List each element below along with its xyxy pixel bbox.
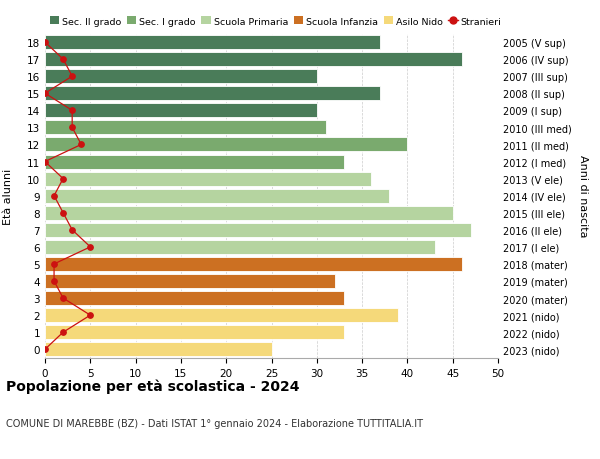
Point (67, 73, 77, 81)
Point (58, 329, 68, 336)
Point (40, 39, 50, 47)
Point (76, 141, 86, 149)
Bar (45, 342, 271, 357)
Bar (45, 155, 344, 169)
Bar (45, 87, 380, 101)
Bar (45, 36, 380, 50)
Point (49, 261, 59, 268)
Point (67, 227, 77, 234)
Bar (45, 223, 471, 237)
Bar (45, 53, 462, 67)
Bar (45, 291, 344, 305)
Point (58, 295, 68, 302)
Point (86, 244, 95, 251)
Bar (45, 138, 407, 152)
Bar (45, 70, 317, 84)
Point (86, 312, 95, 319)
Bar (45, 308, 398, 322)
Bar (45, 206, 453, 220)
Point (58, 175, 68, 183)
Point (49, 278, 59, 285)
Text: Popolazione per età scolastica - 2024: Popolazione per età scolastica - 2024 (6, 379, 299, 393)
Bar (45, 274, 335, 288)
Bar (45, 257, 462, 271)
Legend: Sec. II grado, Sec. I grado, Scuola Primaria, Scuola Infanzia, Asilo Nido, Stran: Sec. II grado, Sec. I grado, Scuola Prim… (50, 17, 502, 27)
Point (40, 346, 50, 353)
Bar (45, 172, 371, 186)
Bar (45, 121, 326, 135)
Text: COMUNE DI MAREBBE (BZ) - Dati ISTAT 1° gennaio 2024 - Elaborazione TUTTITALIA.IT: COMUNE DI MAREBBE (BZ) - Dati ISTAT 1° g… (6, 418, 423, 428)
Y-axis label: Anni di nascita: Anni di nascita (578, 155, 588, 237)
Point (67, 107, 77, 115)
Point (40, 90, 50, 98)
Bar (45, 104, 317, 118)
Bar (45, 325, 344, 340)
Point (58, 210, 68, 217)
Point (40, 158, 50, 166)
Y-axis label: Età alunni: Età alunni (3, 168, 13, 224)
Point (58, 56, 68, 64)
Bar (45, 241, 434, 254)
Point (49, 193, 59, 200)
Point (67, 124, 77, 132)
Bar (45, 189, 389, 203)
